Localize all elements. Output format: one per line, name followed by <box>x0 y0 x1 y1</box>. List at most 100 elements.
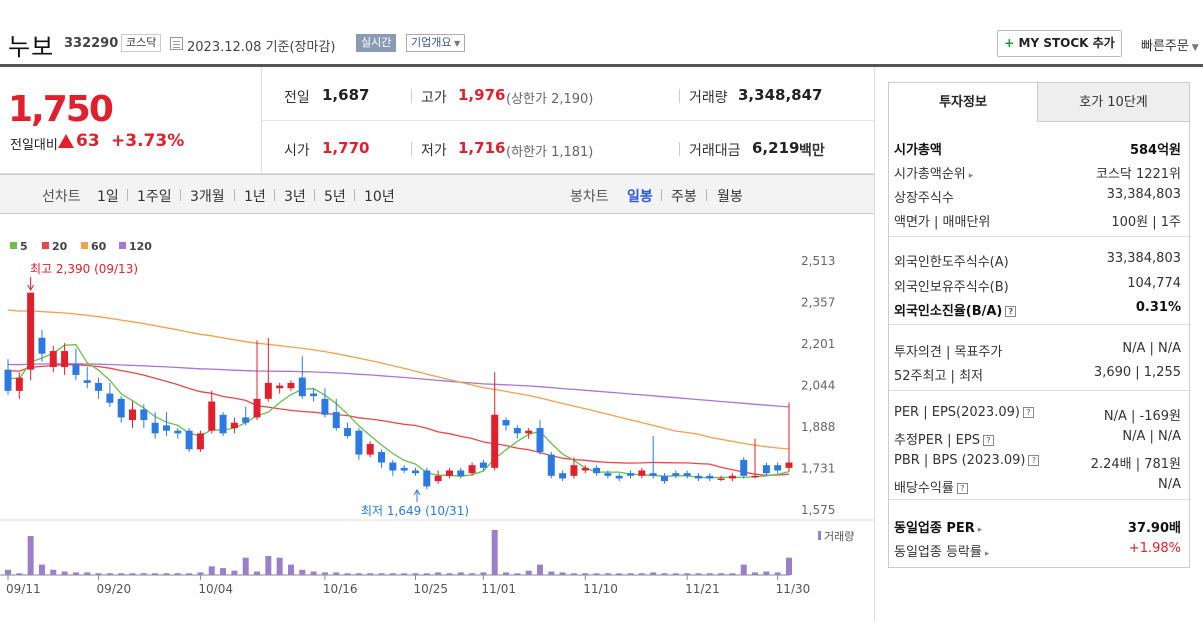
x-tick-label: 10/25 <box>413 582 448 594</box>
candle-body <box>536 428 544 452</box>
volume-bar <box>706 573 713 575</box>
volume-bar <box>559 572 566 575</box>
volume-bar <box>661 573 668 575</box>
period-tab-6[interactable]: 10년 <box>364 189 395 205</box>
candle-body <box>61 351 69 367</box>
up-triangle-icon <box>58 134 74 148</box>
volume-bar <box>254 571 261 575</box>
candle-tab-1[interactable]: 주봉 <box>671 189 697 205</box>
info-value-0: 584억원 <box>1129 143 1181 158</box>
help-icon[interactable]: ? <box>1022 407 1034 418</box>
volume-bar <box>321 572 328 575</box>
help-icon[interactable]: ? <box>1028 455 1040 466</box>
open-label: 시가 <box>284 143 310 159</box>
help-icon[interactable]: ? <box>982 435 994 446</box>
volume-bar <box>457 572 464 575</box>
period-tab-1[interactable]: 1주일 <box>137 189 172 205</box>
candle-body <box>242 417 250 423</box>
legend-label-20: 20 <box>52 240 68 253</box>
volume-bar <box>27 536 34 575</box>
candle-body <box>491 414 499 468</box>
y-tick-label: 2,357 <box>801 295 835 309</box>
period-tab-3[interactable]: 1년 <box>244 189 266 205</box>
volume-bar <box>650 572 657 575</box>
volume-bar <box>627 573 634 575</box>
info-value-9: N/A | -169원 <box>1103 409 1181 424</box>
candle-body <box>525 430 533 434</box>
info-label-12: 배당수익률? <box>894 477 968 496</box>
low-arrow-head <box>413 489 421 496</box>
arrow-right-icon[interactable]: ▸ <box>984 549 990 559</box>
volume-bar <box>84 572 91 575</box>
help-icon[interactable]: ? <box>956 483 968 494</box>
candle-body <box>38 337 46 354</box>
volume-bar <box>72 572 79 575</box>
help-icon[interactable]: ? <box>1005 306 1017 317</box>
period-tab-2[interactable]: 3개월 <box>190 189 225 205</box>
candle-body <box>774 465 782 471</box>
volume-bar <box>163 573 170 575</box>
candle-body <box>593 467 601 474</box>
stock-name: 누보 <box>8 33 55 61</box>
candle-body <box>717 478 725 480</box>
candle-tab-0[interactable]: 일봉 <box>627 189 653 205</box>
add-mystock-button[interactable]: + MY STOCK 추가 <box>997 30 1122 57</box>
tab-investment-info[interactable]: 투자정보 <box>888 82 1038 122</box>
legend-swatch-5 <box>10 242 17 249</box>
candle-body <box>151 422 159 434</box>
info-value-3: 100원 | 1주 <box>1111 215 1181 230</box>
info-label-1: 시가총액순위 ▸ <box>894 167 974 182</box>
x-tick-label: 11/21 <box>685 582 720 594</box>
volume-bar <box>638 573 645 575</box>
low-value: 1,716 <box>458 139 506 157</box>
volume-legend-swatch <box>818 531 821 540</box>
y-tick-label: 2,044 <box>801 379 835 393</box>
volume-bar <box>231 570 238 575</box>
candle-body <box>513 428 521 434</box>
period-tab-5[interactable]: 5년 <box>324 189 346 205</box>
candle-body <box>434 475 442 482</box>
candle-body <box>672 473 680 476</box>
divider <box>874 67 875 621</box>
candle-body <box>762 465 770 474</box>
prev-label: 전일 <box>284 90 310 106</box>
change-value: 63 <box>76 131 100 151</box>
candle-body <box>445 470 453 476</box>
realtime-button[interactable]: 실시간 <box>356 34 397 52</box>
candle-body <box>547 454 555 476</box>
period-tab-0[interactable]: 1일 <box>97 189 119 205</box>
volume-bar <box>695 573 702 575</box>
y-tick-label: 1,888 <box>801 420 835 434</box>
info-label-5: 외국인보유주식수(B) <box>894 280 1009 295</box>
volume-bar <box>378 573 385 575</box>
volume-bar <box>469 573 476 575</box>
plus-icon: + <box>1004 36 1015 50</box>
volume-bar <box>38 564 45 575</box>
period-tab-4[interactable]: 3년 <box>284 189 306 205</box>
volume-bar <box>752 572 759 575</box>
candle-body <box>15 377 23 391</box>
info-label-9: PER | EPS(2023.09)? <box>894 405 1034 420</box>
candle-body <box>660 475 668 482</box>
legend-swatch-120 <box>119 242 126 249</box>
candle-body <box>604 473 612 476</box>
arrow-right-icon[interactable]: ▸ <box>977 525 983 535</box>
company-overview-button[interactable]: 기업개요 ▼ <box>406 34 466 52</box>
upper-limit: (상한가 2,190) <box>506 92 594 107</box>
quick-order-link[interactable]: 빠른주문 ▼ <box>1141 39 1199 54</box>
tab-order-book[interactable]: 호가 10단계 <box>1037 82 1190 122</box>
candle-body <box>581 467 589 471</box>
x-tick-label: 10/16 <box>323 582 358 594</box>
info-value-1: 코스닥 1221위 <box>1095 167 1181 182</box>
candle-body <box>162 425 170 431</box>
candle-body <box>310 393 318 397</box>
stock-chart[interactable]: 5 20 60 120 2,513 2,357 2,201 2,044 1,888 1,731 1,… <box>0 214 874 594</box>
candle-tab-2[interactable]: 월봉 <box>717 189 743 205</box>
candle-body <box>411 470 419 474</box>
candle-body <box>174 430 182 434</box>
arrow-right-icon[interactable]: ▸ <box>968 171 974 181</box>
volume-bar <box>423 573 430 575</box>
volume-bar <box>152 573 159 575</box>
candle-body <box>321 398 329 415</box>
candle-body <box>638 470 646 476</box>
